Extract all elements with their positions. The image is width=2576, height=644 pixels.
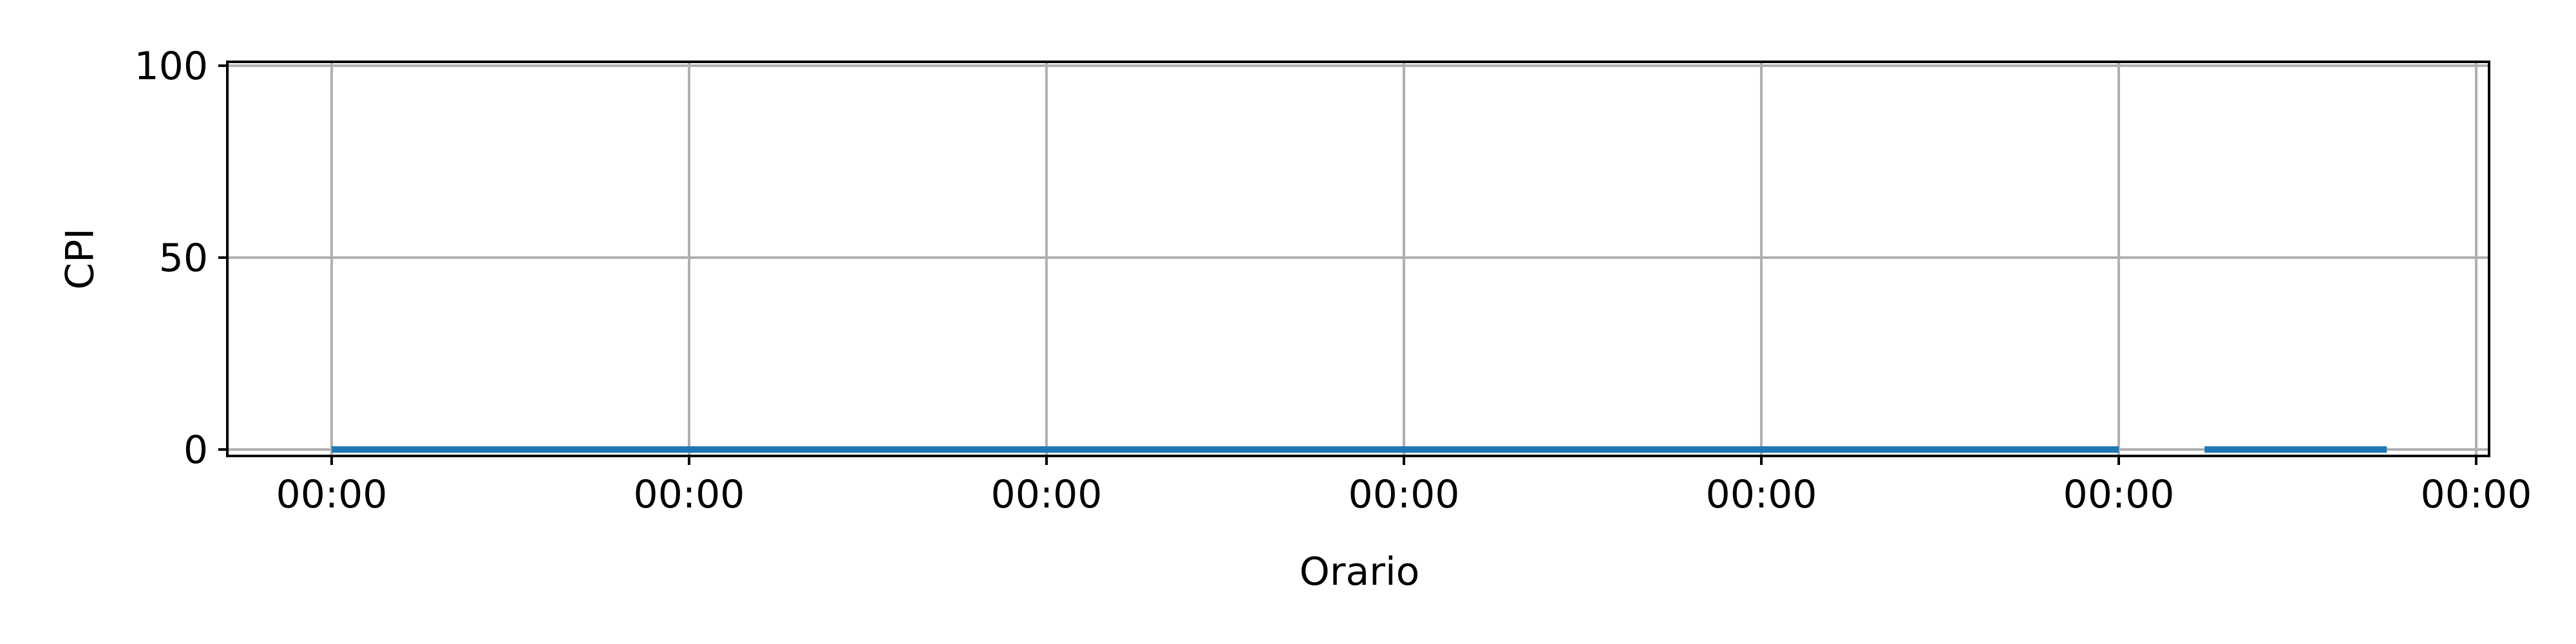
x-axis-ticks: 00:00 00:00 00:00 00:00 00:00 00:00 00:00 — [276, 456, 2532, 517]
x-tick-label: 00:00 — [2421, 472, 2532, 517]
y-axis-label: CPI — [58, 228, 103, 290]
x-tick-label: 00:00 — [2063, 472, 2175, 517]
y-axis-ticks: 0 50 100 — [134, 44, 227, 473]
x-tick-label: 00:00 — [634, 472, 745, 517]
x-tick-label: 00:00 — [991, 472, 1103, 517]
y-tick-label: 100 — [134, 44, 208, 89]
y-tick-label: 50 — [159, 236, 208, 281]
x-tick-label: 00:00 — [1349, 472, 1460, 517]
y-tick-label: 0 — [184, 428, 208, 473]
grid-layer — [227, 62, 2489, 456]
x-tick-label: 00:00 — [276, 472, 388, 517]
x-tick-label: 00:00 — [1706, 472, 1817, 517]
x-axis-label: Orario — [1300, 549, 1420, 594]
